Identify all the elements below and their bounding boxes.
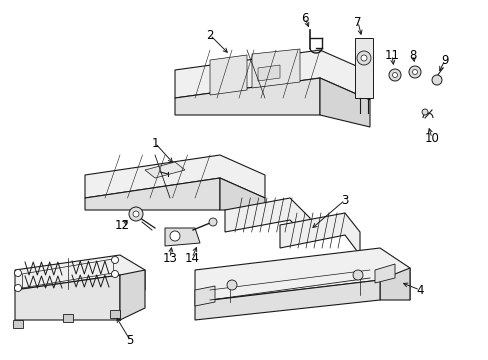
Polygon shape: [224, 198, 309, 240]
Polygon shape: [379, 268, 409, 300]
Circle shape: [421, 109, 427, 115]
Text: 4: 4: [415, 284, 423, 297]
Polygon shape: [15, 255, 145, 290]
Circle shape: [129, 207, 142, 221]
Polygon shape: [164, 228, 200, 246]
Circle shape: [352, 270, 362, 280]
Polygon shape: [374, 264, 394, 283]
Circle shape: [15, 270, 21, 276]
Circle shape: [388, 69, 400, 81]
Polygon shape: [13, 320, 23, 328]
Text: 11: 11: [384, 49, 399, 62]
Polygon shape: [354, 38, 372, 98]
Polygon shape: [85, 155, 264, 198]
Text: 9: 9: [440, 54, 448, 67]
Polygon shape: [251, 49, 299, 88]
Circle shape: [392, 72, 397, 77]
Text: 2: 2: [206, 28, 213, 41]
Polygon shape: [145, 162, 184, 178]
Polygon shape: [195, 280, 379, 320]
Circle shape: [15, 284, 21, 292]
Polygon shape: [220, 178, 264, 210]
Polygon shape: [209, 55, 246, 95]
Circle shape: [356, 51, 370, 65]
Text: 1: 1: [151, 136, 159, 149]
Text: 8: 8: [408, 49, 416, 62]
Polygon shape: [175, 50, 369, 100]
Polygon shape: [195, 286, 215, 306]
Circle shape: [226, 280, 237, 290]
Polygon shape: [319, 78, 369, 127]
Polygon shape: [280, 213, 359, 255]
Text: 6: 6: [301, 12, 308, 24]
Polygon shape: [195, 248, 409, 302]
Circle shape: [111, 256, 118, 264]
Circle shape: [111, 270, 118, 278]
Circle shape: [408, 66, 420, 78]
Circle shape: [170, 231, 180, 241]
Circle shape: [431, 75, 441, 85]
Polygon shape: [258, 65, 280, 81]
Text: 13: 13: [162, 252, 177, 265]
Circle shape: [133, 211, 139, 217]
Text: 3: 3: [341, 194, 348, 207]
Polygon shape: [85, 178, 220, 210]
Text: 10: 10: [424, 131, 439, 144]
Polygon shape: [110, 310, 120, 318]
Text: 12: 12: [114, 219, 129, 231]
Circle shape: [208, 218, 217, 226]
Polygon shape: [120, 270, 145, 320]
Text: 14: 14: [184, 252, 199, 265]
Circle shape: [412, 69, 417, 75]
Text: 7: 7: [353, 15, 361, 28]
Circle shape: [360, 55, 366, 61]
Polygon shape: [175, 78, 319, 115]
Polygon shape: [63, 314, 73, 322]
Polygon shape: [15, 275, 120, 320]
Text: 5: 5: [126, 333, 133, 346]
